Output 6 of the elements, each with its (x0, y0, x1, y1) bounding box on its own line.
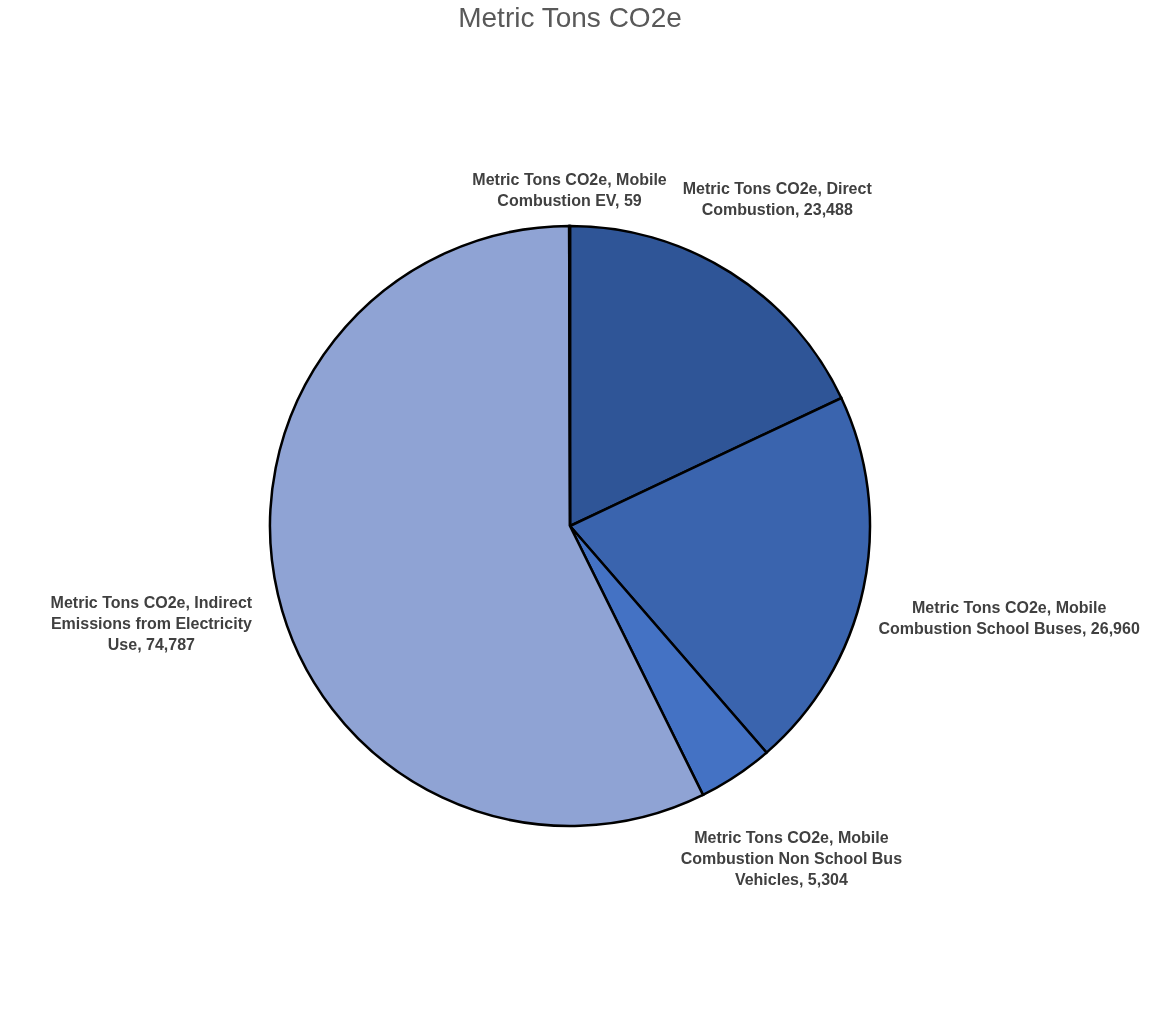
chart-title: Metric Tons CO2e (458, 2, 682, 33)
slice-label: Metric Tons CO2e, Mobile Combustion School Buses, 26,960 (878, 599, 1140, 638)
slice-label: Metric Tons CO2e, Indirect Emissions from Electricity Use, 74,787 (50, 594, 253, 654)
slice-label: Metric Tons CO2e, Mobile Combustion EV, 59 (472, 171, 667, 210)
slice-label: Metric Tons CO2e, Mobile Combustion Non School Bus Vehicles, 5,304 (680, 828, 903, 888)
slice-label: Metric Tons CO2e, Direct Combustion, 23,488 (682, 179, 873, 218)
